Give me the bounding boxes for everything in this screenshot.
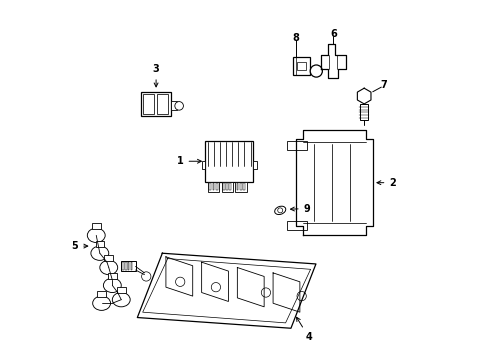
Circle shape <box>142 272 151 281</box>
Ellipse shape <box>274 206 285 215</box>
Bar <box>127 262 129 270</box>
Bar <box>142 94 154 114</box>
Text: 6: 6 <box>329 28 336 39</box>
Circle shape <box>261 288 270 297</box>
Bar <box>156 94 168 114</box>
Ellipse shape <box>87 228 105 243</box>
Circle shape <box>175 102 183 110</box>
Ellipse shape <box>93 296 110 310</box>
Bar <box>117 287 125 293</box>
Bar <box>108 273 116 279</box>
Bar <box>205 141 253 182</box>
Bar <box>221 182 233 192</box>
Bar <box>216 183 217 190</box>
Ellipse shape <box>91 246 108 260</box>
Text: 1: 1 <box>177 156 201 166</box>
Bar <box>141 93 171 116</box>
Bar <box>296 62 305 70</box>
Ellipse shape <box>103 278 121 293</box>
Circle shape <box>296 292 305 301</box>
Bar <box>253 161 257 170</box>
Circle shape <box>211 283 220 292</box>
Bar <box>201 161 205 170</box>
Bar <box>292 58 309 75</box>
Bar <box>287 221 306 230</box>
Bar <box>171 102 176 111</box>
Bar <box>229 183 231 190</box>
Ellipse shape <box>100 260 118 275</box>
Bar <box>121 261 135 271</box>
Text: 9: 9 <box>290 203 310 213</box>
Circle shape <box>277 208 282 213</box>
Bar <box>209 183 211 190</box>
Bar <box>287 141 306 150</box>
Bar <box>95 240 104 247</box>
Bar <box>207 182 219 192</box>
Ellipse shape <box>112 293 130 307</box>
Text: 7: 7 <box>380 80 386 90</box>
Bar <box>122 262 123 270</box>
Bar <box>359 104 367 120</box>
Text: 3: 3 <box>152 64 159 87</box>
Bar <box>235 182 246 192</box>
Bar <box>226 183 227 190</box>
Text: 5: 5 <box>71 241 87 251</box>
Text: 2: 2 <box>376 178 395 188</box>
Bar <box>92 223 101 229</box>
Bar <box>104 255 113 261</box>
Bar <box>223 183 224 190</box>
Circle shape <box>175 277 184 287</box>
Bar <box>130 262 132 270</box>
Text: 8: 8 <box>292 33 299 43</box>
Bar <box>124 262 126 270</box>
Text: 4: 4 <box>296 317 311 342</box>
Circle shape <box>309 65 322 77</box>
Bar <box>212 183 214 190</box>
Bar <box>240 183 241 190</box>
Bar <box>243 183 244 190</box>
Bar <box>97 291 106 297</box>
Bar <box>236 183 238 190</box>
